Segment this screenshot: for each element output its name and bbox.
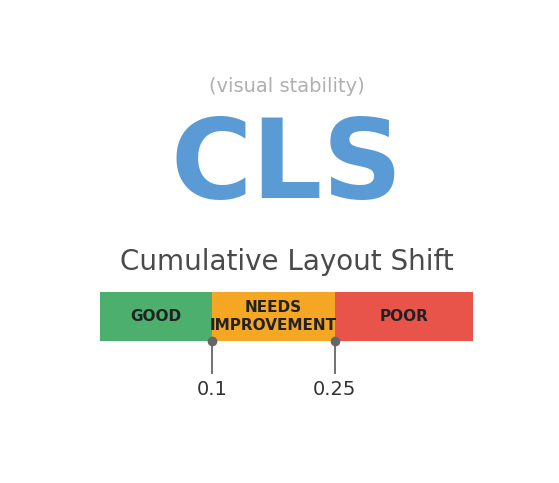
Bar (212, 292, 335, 341)
Text: NEEDS
IMPROVEMENT: NEEDS IMPROVEMENT (210, 299, 337, 333)
Text: 0.25: 0.25 (313, 380, 357, 398)
Text: 0.1: 0.1 (197, 380, 228, 398)
Bar (100, 292, 212, 341)
Text: POOR: POOR (380, 309, 428, 324)
Text: Cumulative Layout Shift: Cumulative Layout Shift (120, 248, 453, 276)
Text: CLS: CLS (170, 114, 402, 221)
Text: (visual stability): (visual stability) (209, 76, 364, 96)
Bar (335, 292, 473, 341)
Text: GOOD: GOOD (130, 309, 182, 324)
